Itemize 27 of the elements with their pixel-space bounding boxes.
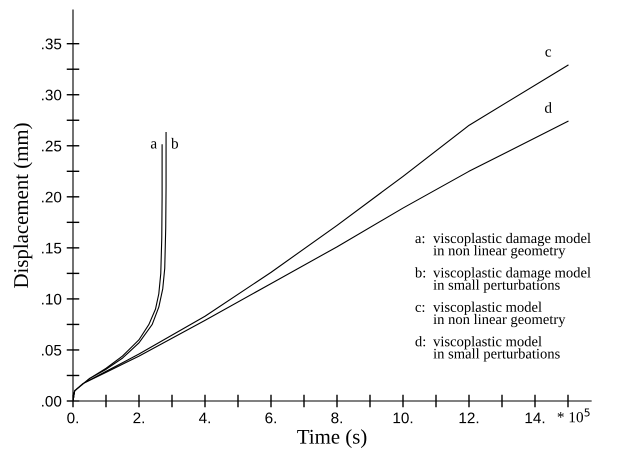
y-tick-label: .25: [42, 140, 62, 152]
x-tick-label: 4.: [198, 412, 210, 424]
x-tick-label: 2.: [133, 412, 144, 424]
y-tick-label: .35: [42, 38, 62, 50]
x-tick-label: 14.: [526, 412, 544, 424]
x-tick-label: 6.: [265, 412, 276, 424]
y-axis-title: Displacement (mm): [13, 123, 32, 288]
y-tick-label: .05: [42, 344, 62, 356]
x-tick-label: 12.: [460, 412, 478, 424]
annotation: c: viscoplastic model in non linear geometry: [416, 302, 566, 328]
x-tick-label: 8.: [331, 412, 342, 424]
series-label: d: [544, 102, 552, 113]
series-label: b: [171, 138, 178, 149]
series-label: c: [545, 49, 552, 57]
y-tick-label: .00: [42, 396, 62, 407]
y-tick-label: .15: [42, 242, 62, 254]
annotation: d: viscoplastic model in small perturbations: [415, 336, 560, 362]
x-tick-label: 10.: [394, 412, 412, 424]
y-tick-label: .20: [42, 192, 62, 203]
series-label: a: [150, 141, 157, 149]
x-tick-label: 0.: [67, 412, 78, 424]
x-axis-title: Time (s): [297, 429, 366, 448]
annotation: b: viscoplastic damage model in small perturbations: [414, 267, 591, 293]
y-tick-label: .30: [42, 90, 62, 100]
annotation: a: viscoplastic damage model in non linear geometry: [415, 232, 591, 258]
y-tick-label: .10: [42, 294, 62, 305]
text: * 10$^{5}$: [558, 408, 590, 422]
